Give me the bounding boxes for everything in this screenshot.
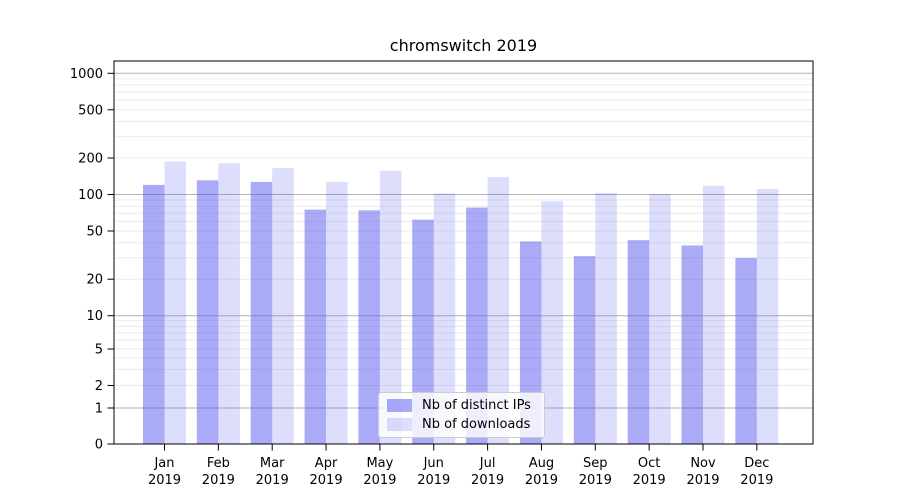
x-tick-label-year: 2019 <box>417 473 450 488</box>
chart-title: chromswitch 2019 <box>389 36 538 55</box>
bar-downloads-jul <box>487 177 510 444</box>
legend-swatch-distinct-ips <box>387 399 412 412</box>
bar-distinct-ips-apr <box>304 209 327 444</box>
bar-distinct-ips-mar <box>250 181 273 444</box>
x-tick-label-month: Dec <box>744 456 769 471</box>
x-tick-label-month: Oct <box>638 456 660 471</box>
bar-distinct-ips-jan <box>143 184 165 444</box>
bar-distinct-ips-nov <box>681 245 703 444</box>
x-tick-label-month: Jan <box>153 456 174 471</box>
bar-downloads-may <box>379 170 402 444</box>
x-tick-label-year: 2019 <box>202 473 235 488</box>
bar-distinct-ips-jul <box>466 207 488 444</box>
bar-distinct-ips-may <box>358 210 380 444</box>
y-tick-label: 5 <box>95 343 103 358</box>
legend-item-downloads: Nb of downloads <box>387 417 536 432</box>
bar-distinct-ips-jun <box>412 219 434 444</box>
x-tick-label-year: 2019 <box>525 473 558 488</box>
x-tick-label-month: Feb <box>207 456 230 471</box>
bar-distinct-ips-feb <box>196 180 219 444</box>
x-tick-label-year: 2019 <box>256 473 289 488</box>
x-tick-label-year: 2019 <box>740 473 773 488</box>
y-tick-label: 2 <box>95 379 103 394</box>
bar-downloads-nov <box>703 185 725 444</box>
y-tick-label: 20 <box>86 273 103 288</box>
legend-swatch-downloads <box>387 418 412 431</box>
y-tick-label: 0 <box>95 438 103 453</box>
x-tick-label-year: 2019 <box>686 473 719 488</box>
bar-distinct-ips-dec <box>735 257 757 444</box>
legend-item-distinct-ips: Nb of distinct IPs <box>387 398 536 413</box>
x-tick-label-month: Aug <box>529 456 554 471</box>
y-tick-label: 200 <box>78 152 103 167</box>
plot-frame <box>113 60 814 445</box>
legend-label-distinct-ips: Nb of distinct IPs <box>422 398 531 413</box>
legend-label-downloads: Nb of downloads <box>422 417 531 432</box>
x-tick-label-year: 2019 <box>471 473 504 488</box>
x-tick-label-month: Apr <box>315 456 338 471</box>
x-tick-label-year: 2019 <box>579 473 612 488</box>
y-tick-label: 50 <box>86 224 103 239</box>
y-tick-label: 100 <box>78 188 103 203</box>
bar-downloads-apr <box>326 181 348 444</box>
bar-downloads-dec <box>756 189 779 444</box>
y-tick-label: 10 <box>86 309 103 324</box>
x-tick-label-year: 2019 <box>633 473 666 488</box>
x-tick-label-month: May <box>366 456 393 471</box>
bar-downloads-jun <box>433 193 456 444</box>
y-tick-label: 1 <box>95 402 103 417</box>
y-tick-label: 1000 <box>70 67 103 82</box>
bar-downloads-jan <box>164 161 186 444</box>
x-tick-label-month: Sep <box>583 456 608 471</box>
bar-downloads-mar <box>272 168 294 445</box>
x-tick-label-month: Jun <box>423 456 444 471</box>
bar-downloads-feb <box>218 163 240 445</box>
y-tick-label: 500 <box>78 103 103 118</box>
legend: Nb of distinct IPs Nb of downloads <box>378 392 545 438</box>
x-tick-label-month: Jul <box>479 456 496 471</box>
x-tick-label-month: Mar <box>260 456 285 471</box>
x-tick-label-year: 2019 <box>363 473 396 488</box>
bar-distinct-ips-oct <box>627 240 650 444</box>
bar-downloads-aug <box>541 201 563 444</box>
bar-downloads-sep <box>595 192 617 444</box>
bar-downloads-oct <box>649 193 671 444</box>
x-tick-label-month: Nov <box>690 456 716 471</box>
x-tick-label-year: 2019 <box>148 473 181 488</box>
x-tick-label-year: 2019 <box>310 473 343 488</box>
bar-distinct-ips-sep <box>573 256 596 444</box>
